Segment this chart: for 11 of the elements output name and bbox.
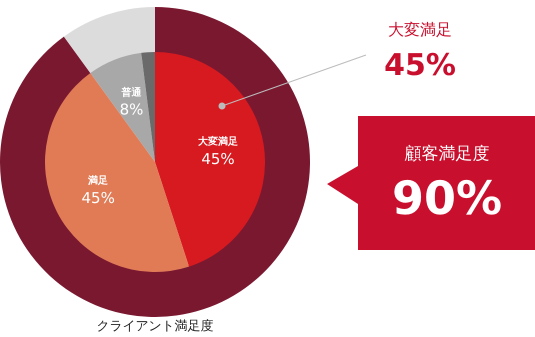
text: クライアント満足度 xyxy=(96,318,214,335)
slice-label: 普通 xyxy=(120,86,143,98)
data-label: 45% xyxy=(81,188,115,207)
slice-label: 満足 xyxy=(87,174,108,187)
text: 顧客満足度 xyxy=(404,143,490,165)
text: 90% xyxy=(392,170,502,226)
data-label: 8% xyxy=(120,100,144,119)
text: 大変満足 xyxy=(388,20,452,41)
data-label: 45% xyxy=(201,150,235,168)
slice-label: 大変満足 xyxy=(197,136,238,148)
text: 45% xyxy=(384,48,456,83)
